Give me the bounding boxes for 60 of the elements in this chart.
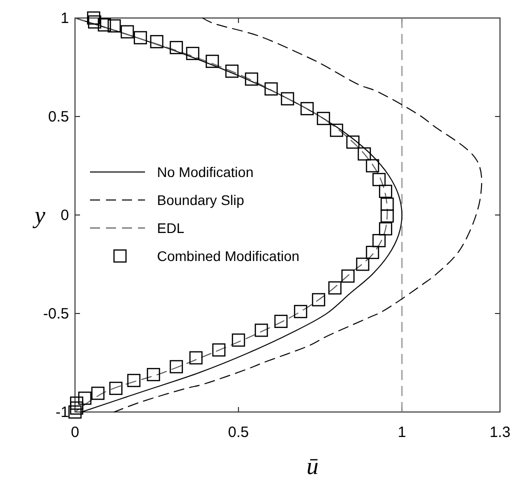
point	[358, 147, 371, 161]
y-tick-label: -0.5	[43, 306, 69, 322]
point	[294, 304, 308, 318]
legend-label: No Modification	[157, 164, 254, 180]
point	[274, 314, 288, 328]
point	[330, 124, 344, 137]
point	[170, 40, 183, 54]
point	[341, 269, 355, 283]
y-tick-label: 0	[60, 207, 69, 224]
point	[146, 368, 160, 382]
point	[232, 333, 246, 347]
point	[91, 386, 104, 400]
point	[88, 15, 102, 29]
point	[280, 92, 294, 106]
point	[380, 209, 394, 223]
point	[254, 324, 268, 337]
point	[127, 374, 140, 388]
point	[189, 351, 203, 364]
point	[186, 46, 200, 60]
point	[380, 198, 394, 211]
point	[244, 72, 258, 86]
point	[312, 293, 326, 306]
point	[378, 184, 392, 198]
point	[378, 222, 392, 236]
point	[206, 54, 219, 68]
point	[366, 159, 380, 172]
point	[372, 172, 386, 186]
point	[356, 258, 370, 271]
legend-label: Combined Modification	[157, 248, 300, 264]
point	[328, 281, 342, 294]
point	[372, 234, 386, 248]
legend-label: EDL	[157, 220, 184, 236]
point	[346, 136, 360, 149]
point	[109, 382, 122, 395]
point	[300, 102, 314, 116]
y-axis-title: y	[32, 203, 46, 229]
point	[134, 31, 147, 44]
point	[70, 396, 84, 410]
y-tick-label: -1	[56, 404, 69, 421]
point	[78, 392, 92, 405]
x-tick-label: 1.3	[490, 424, 510, 441]
point	[264, 82, 278, 96]
x-tick-label: 1	[398, 424, 406, 441]
x-tick-label: 0.5	[228, 424, 249, 441]
point	[108, 19, 121, 32]
point	[70, 401, 84, 415]
y-tick-label: 0.5	[48, 108, 69, 126]
point	[150, 35, 164, 48]
point	[225, 64, 239, 78]
y-tick-label: 1	[60, 10, 69, 27]
legend-label: Boundary Slip	[157, 192, 244, 208]
point	[212, 343, 226, 357]
point	[87, 11, 100, 25]
point	[316, 112, 330, 126]
point	[366, 246, 380, 260]
point	[120, 25, 134, 38]
x-axis-title: ū	[306, 454, 318, 480]
point	[68, 405, 82, 419]
point	[98, 18, 112, 32]
point	[170, 360, 183, 374]
